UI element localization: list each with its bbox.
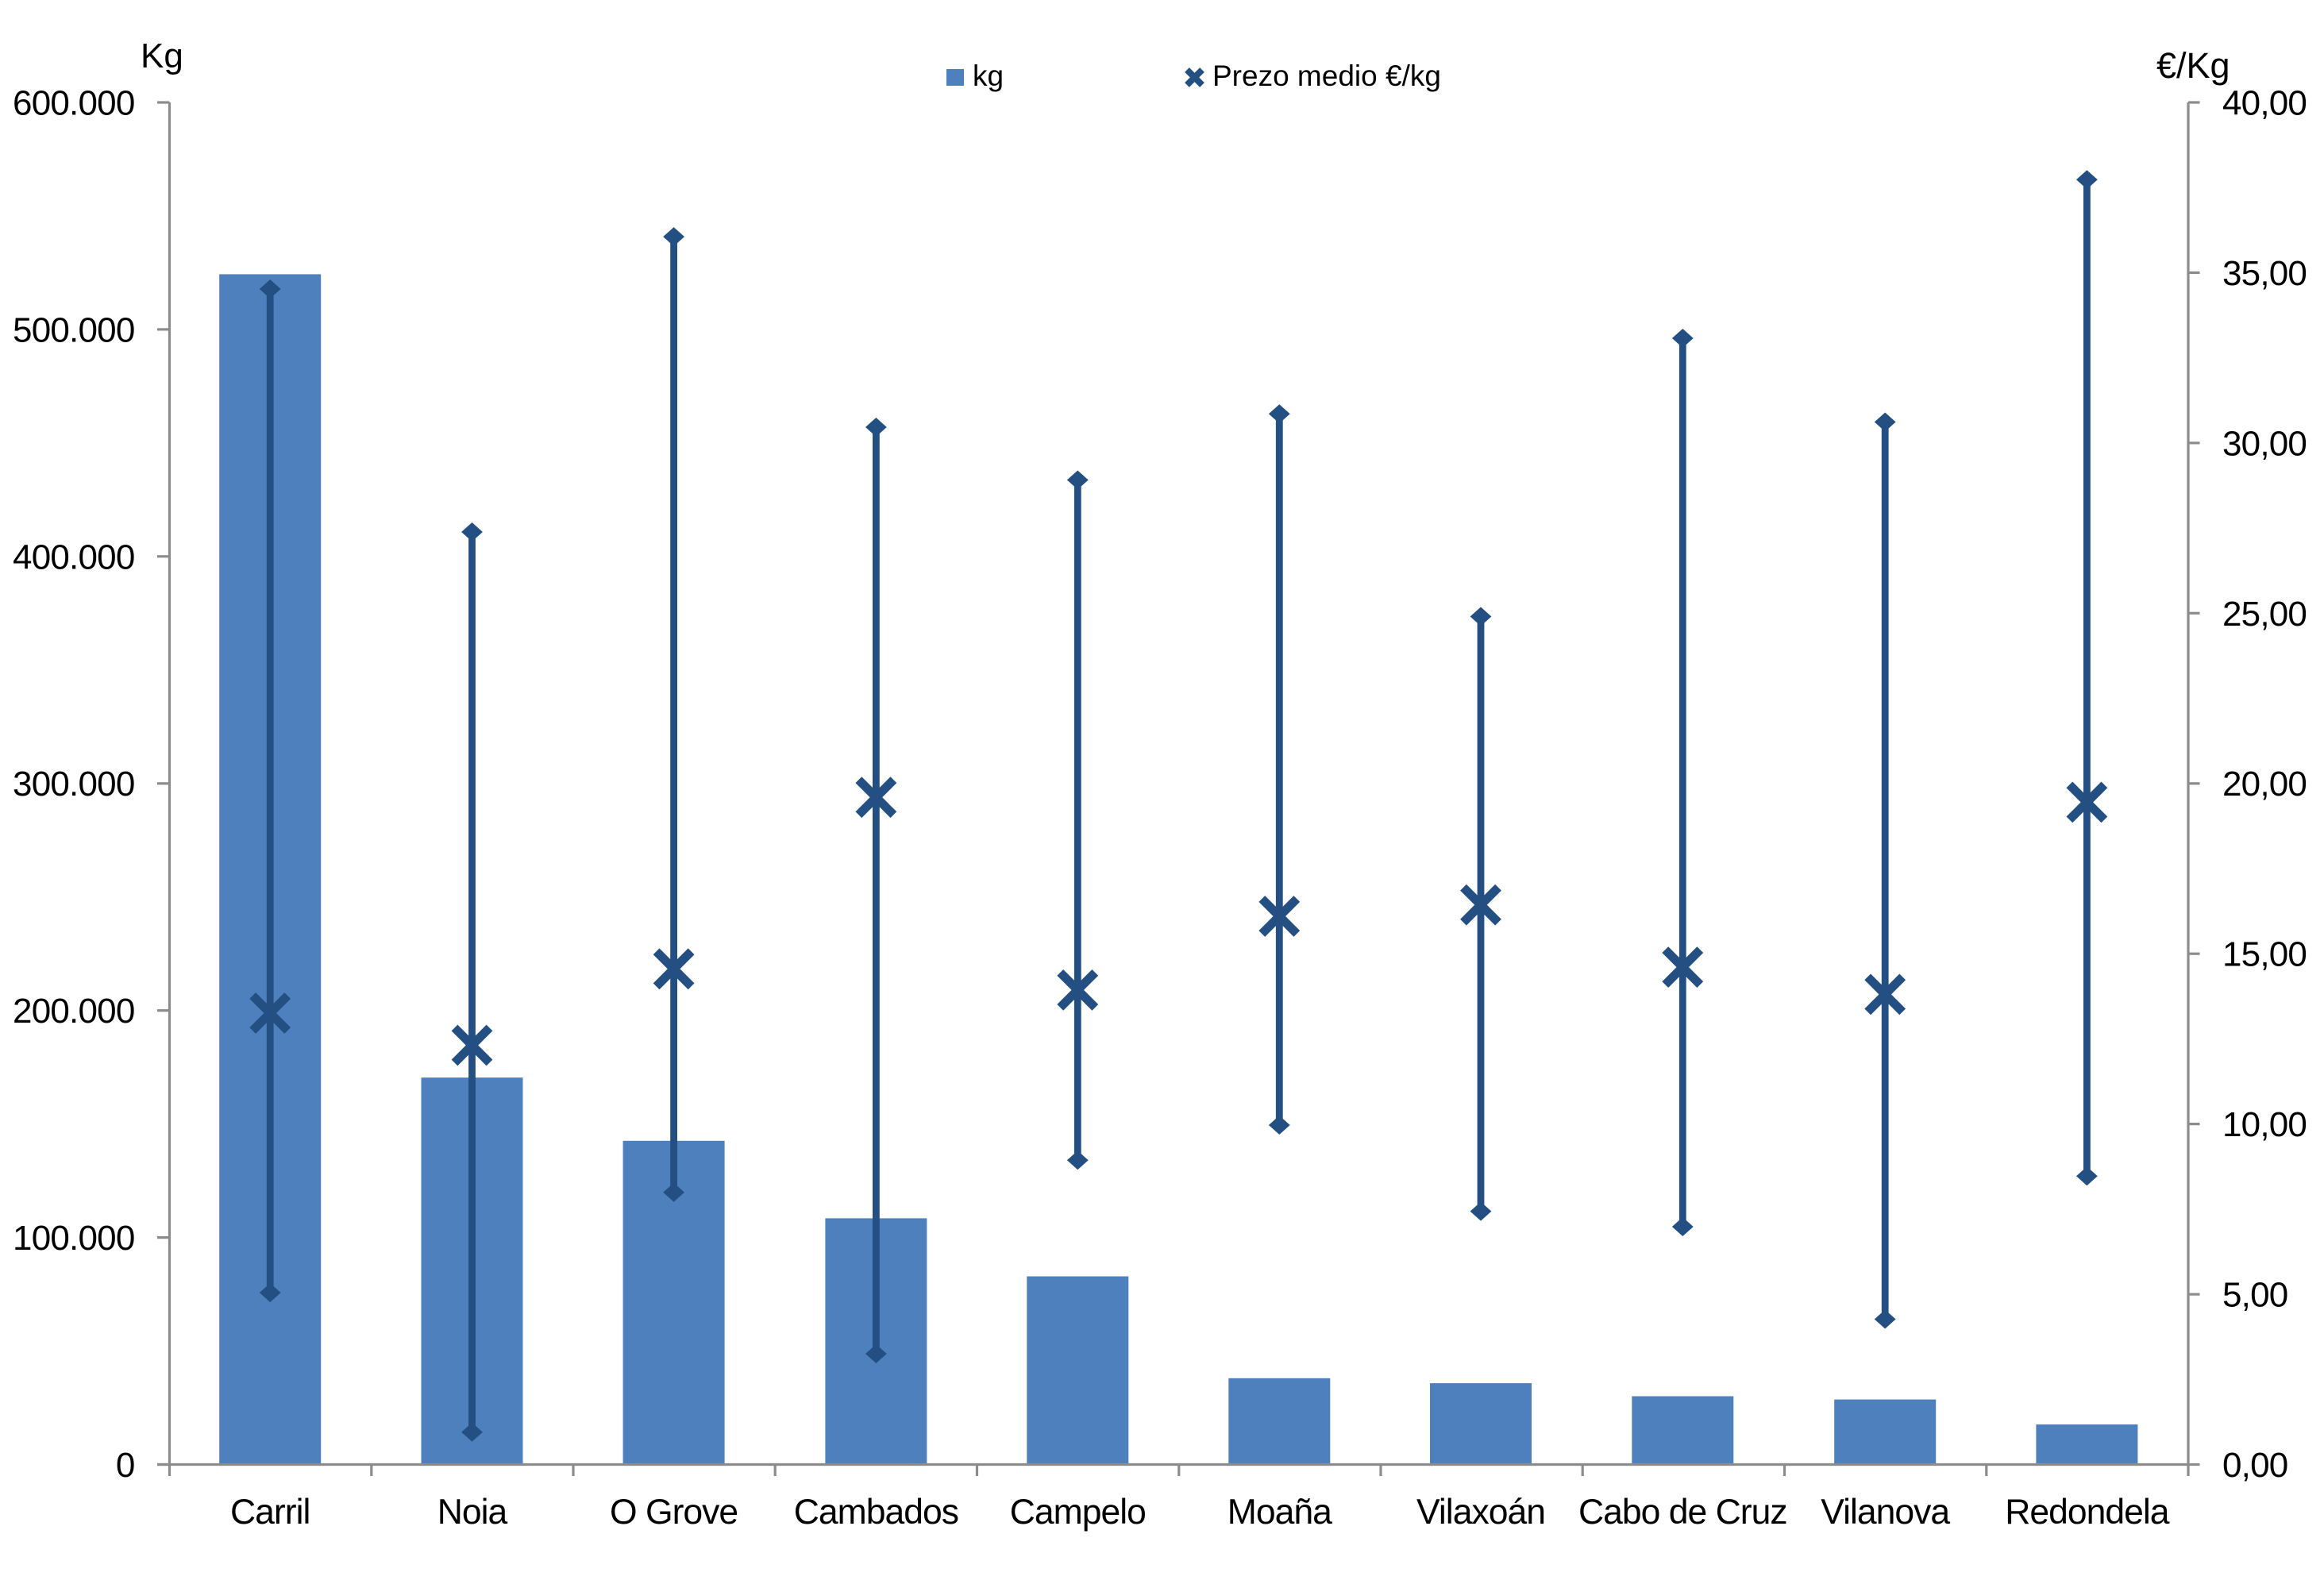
svg-text:Noia: Noia: [437, 1493, 508, 1532]
svg-text:500.000: 500.000: [13, 310, 134, 349]
svg-text:100.000: 100.000: [13, 1219, 134, 1258]
svg-text:Cambados: Cambados: [794, 1493, 958, 1532]
svg-text:Prezo medio €/kg: Prezo medio €/kg: [1212, 60, 1441, 92]
svg-text:5,00: 5,00: [2222, 1276, 2287, 1315]
svg-text:10,00: 10,00: [2222, 1105, 2307, 1144]
svg-text:€/Kg: €/Kg: [2156, 45, 2230, 86]
svg-text:20,00: 20,00: [2222, 765, 2307, 804]
svg-text:kg: kg: [973, 60, 1004, 92]
svg-text:400.000: 400.000: [13, 538, 134, 576]
svg-text:O Grove: O Grove: [610, 1493, 738, 1532]
svg-text:Vilanova: Vilanova: [1821, 1493, 1950, 1532]
svg-text:Carril: Carril: [230, 1493, 310, 1532]
svg-text:40,00: 40,00: [2222, 84, 2307, 123]
svg-text:0: 0: [116, 1446, 135, 1485]
svg-text:15,00: 15,00: [2222, 935, 2307, 974]
svg-text:600.000: 600.000: [13, 84, 134, 123]
svg-text:Redondela: Redondela: [2005, 1493, 2170, 1532]
svg-text:Campelo: Campelo: [1010, 1493, 1146, 1532]
svg-text:30,00: 30,00: [2222, 424, 2307, 463]
svg-text:Moaña: Moaña: [1228, 1493, 1332, 1532]
svg-text:Vilaxoán: Vilaxoán: [1416, 1493, 1545, 1532]
svg-text:300.000: 300.000: [13, 765, 134, 804]
svg-text:Kg: Kg: [141, 37, 183, 75]
svg-text:35,00: 35,00: [2222, 254, 2307, 293]
svg-text:0,00: 0,00: [2222, 1446, 2287, 1485]
svg-text:200.000: 200.000: [13, 992, 134, 1031]
svg-text:25,00: 25,00: [2222, 595, 2307, 634]
svg-text:Cabo de Cruz: Cabo de Cruz: [1578, 1493, 1787, 1532]
